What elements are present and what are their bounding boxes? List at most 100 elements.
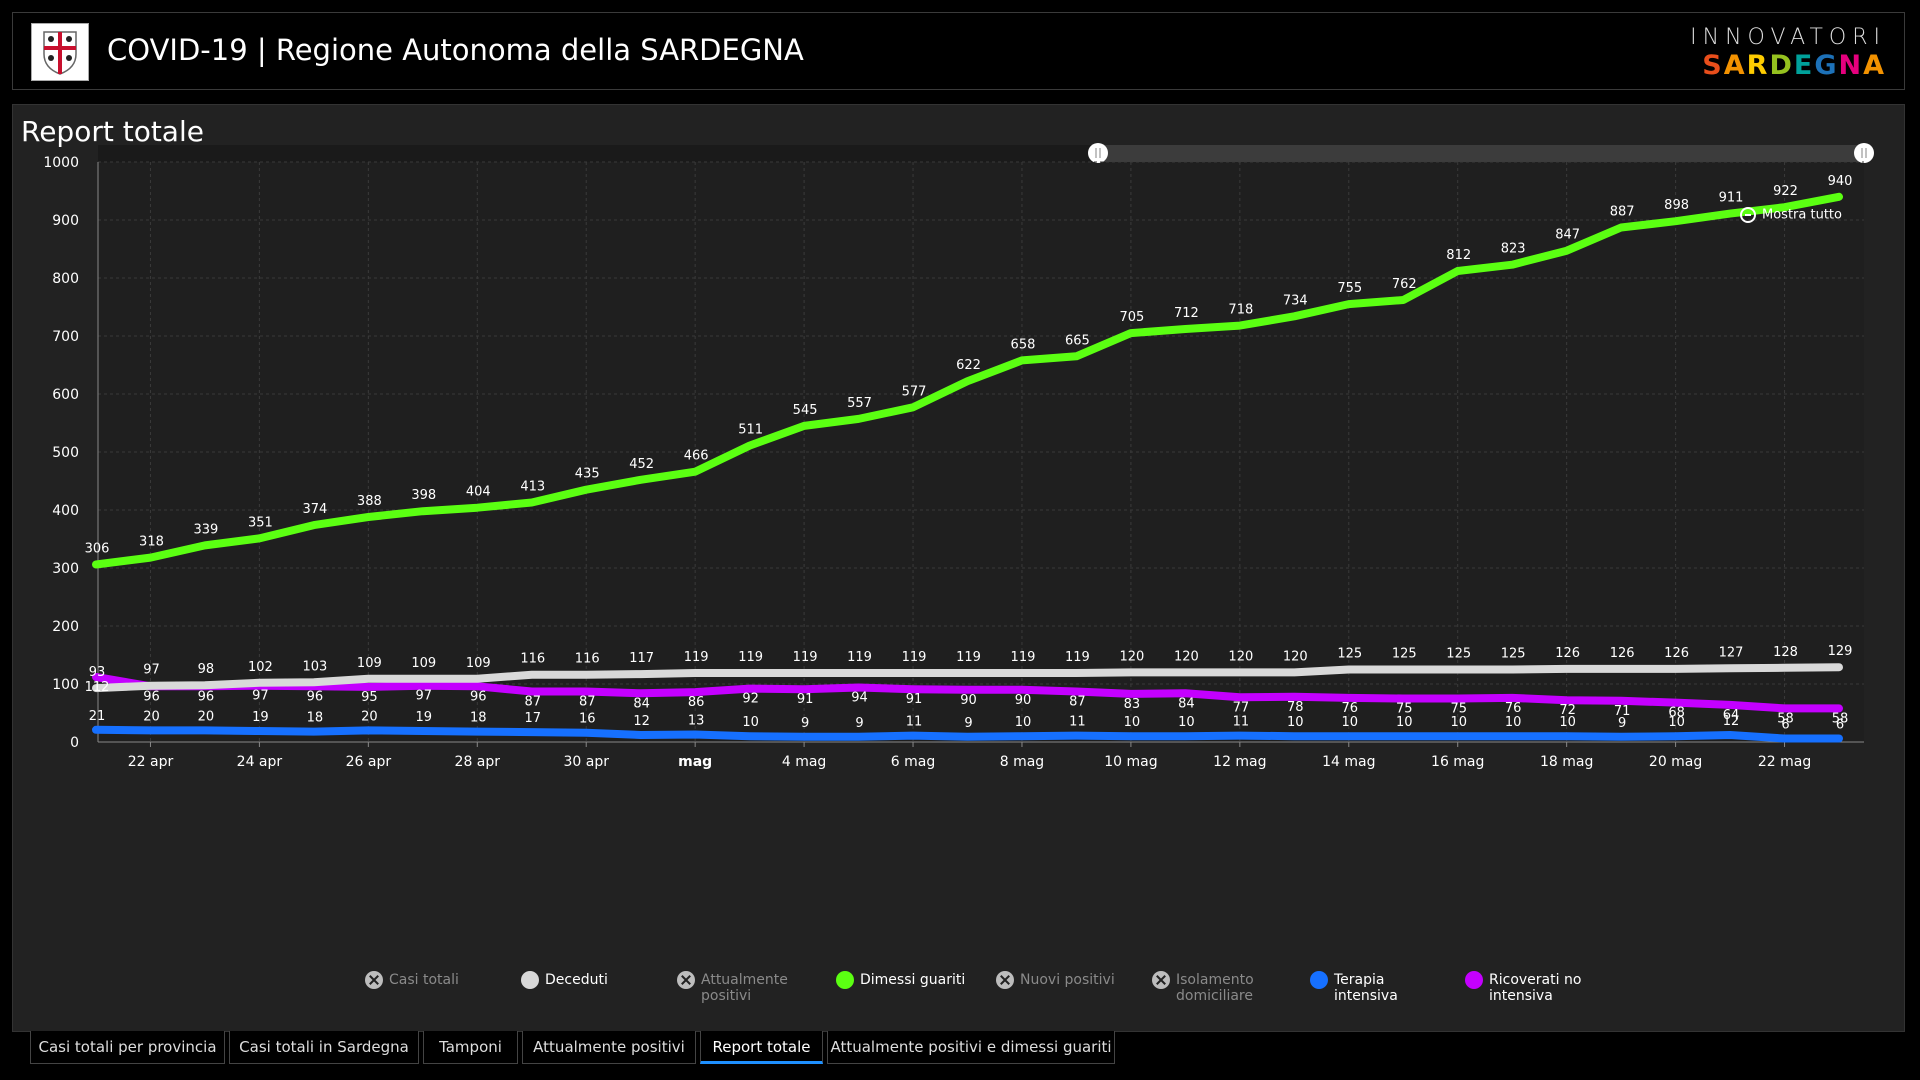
data-label: 12 <box>633 714 650 729</box>
tab-attualmente-positivi[interactable]: Attualmente positivi <box>522 1031 696 1064</box>
data-label: 116 <box>520 652 545 667</box>
y-tick-label: 1000 <box>43 155 79 171</box>
x-tick-label: 18 mag <box>1540 754 1593 770</box>
data-label: 823 <box>1501 242 1526 257</box>
data-label: 762 <box>1392 277 1417 292</box>
data-label: 64 <box>1723 708 1740 723</box>
tab-tamponi[interactable]: Tamponi <box>423 1031 518 1064</box>
data-label: 97 <box>252 689 269 704</box>
x-tick-label: 8 mag <box>1000 754 1044 770</box>
legend-item-dimessi-guariti[interactable]: Dimessi guariti <box>836 971 966 989</box>
y-tick-label: 900 <box>52 213 79 229</box>
data-label: 125 <box>1501 647 1526 662</box>
legend-label: Dimessi guariti <box>860 972 966 988</box>
data-label: 898 <box>1664 198 1689 213</box>
legend-item-casi-totali[interactable]: Casi totali <box>365 971 459 989</box>
data-label: 126 <box>1664 646 1689 661</box>
data-label: 119 <box>1011 650 1036 665</box>
y-tick-label: 600 <box>52 387 79 403</box>
y-tick-label: 400 <box>52 503 79 519</box>
data-label: 9 <box>964 716 972 731</box>
tab-casi-totali-in-sardegna[interactable]: Casi totali in Sardegna <box>229 1031 419 1064</box>
y-tick-label: 300 <box>52 561 79 577</box>
x-tick-label: 30 apr <box>563 754 609 770</box>
legend-color-dot <box>836 971 854 989</box>
data-label: 126 <box>1610 646 1635 661</box>
data-label: 112 <box>85 680 110 695</box>
data-label: 10 <box>1668 715 1685 730</box>
data-label: 119 <box>847 650 872 665</box>
data-label: 812 <box>1446 248 1471 263</box>
line-chart: 0 100 200 300 400 500 600 700 800 900 1000 22 apr 24… <box>43 143 1874 770</box>
sardinia-coat-of-arms-logo <box>31 23 89 81</box>
data-label: 97 <box>143 663 160 678</box>
data-label: 109 <box>357 656 382 671</box>
range-slider-handle[interactable] <box>1854 143 1874 163</box>
data-label: 20 <box>361 709 378 724</box>
data-label: 12 <box>1723 714 1740 729</box>
data-label: 20 <box>198 709 215 724</box>
data-label: 13 <box>688 713 705 728</box>
data-label: 718 <box>1228 303 1253 318</box>
data-label: 96 <box>198 689 215 704</box>
legend-item-isolamento-domiciliare[interactable]: Isolamento domiciliare <box>1152 971 1284 1004</box>
data-label: 658 <box>1011 337 1036 352</box>
data-label: 11 <box>1069 715 1086 730</box>
data-label: 911 <box>1719 191 1744 206</box>
range-slider-handle[interactable] <box>1088 143 1108 163</box>
data-label: 17 <box>524 711 541 726</box>
data-label: 545 <box>793 403 818 418</box>
data-label: 466 <box>684 449 709 464</box>
x-tick-label: 12 mag <box>1213 754 1266 770</box>
data-label: 119 <box>684 650 709 665</box>
zoom-out-icon <box>1740 207 1756 223</box>
data-label: 120 <box>1174 649 1199 664</box>
data-label: 755 <box>1337 281 1362 296</box>
data-label: 10 <box>1178 715 1195 730</box>
data-label: 10 <box>742 715 759 730</box>
data-label: 19 <box>416 710 433 725</box>
data-label: 11 <box>906 715 923 730</box>
legend-label: Isolamento domiciliare <box>1176 972 1254 1004</box>
data-label: 922 <box>1773 184 1798 199</box>
data-label: 10 <box>1559 715 1576 730</box>
x-tick-label: 20 mag <box>1649 754 1702 770</box>
data-label: 117 <box>629 651 654 666</box>
data-label: 557 <box>847 396 872 411</box>
data-label: 374 <box>302 502 327 517</box>
brand-top-text: INNOVATORI <box>1690 25 1886 50</box>
legend-hidden-x-icon <box>996 971 1014 989</box>
show-all-zoom-button[interactable]: Mostra tutto <box>1740 207 1842 223</box>
data-label: 91 <box>906 692 923 707</box>
innovatori-sardegna-logo: INNOVATORI SARDEGNA <box>1690 25 1886 81</box>
legend-item-ricoverati-no-intensiva[interactable]: Ricoverati no intensiva <box>1465 971 1597 1004</box>
data-label: 6 <box>1781 718 1789 733</box>
data-label: 92 <box>742 692 759 707</box>
legend-item-deceduti[interactable]: Deceduti <box>521 971 608 989</box>
data-label: 58 <box>1777 711 1794 726</box>
data-label: 622 <box>956 358 981 373</box>
legend-item-terapia-intensiva[interactable]: Terapia intensiva <box>1310 971 1442 1004</box>
x-tick-label: 14 mag <box>1322 754 1375 770</box>
x-tick-label: 6 mag <box>891 754 935 770</box>
tab-attualmente-positivi-e-dimessi-guariti[interactable]: Attualmente positivi e dimessi guariti <box>827 1031 1115 1064</box>
data-label: 452 <box>629 457 654 472</box>
data-label: 734 <box>1283 293 1308 308</box>
legend-item-nuovi-positivi[interactable]: Nuovi positivi <box>996 971 1115 989</box>
data-label: 78 <box>1287 700 1304 715</box>
y-tick-label: 100 <box>52 677 79 693</box>
data-label: 20 <box>143 709 160 724</box>
legend-color-dot <box>1310 971 1328 989</box>
data-label: 847 <box>1555 228 1580 243</box>
legend-label: Ricoverati no intensiva <box>1489 972 1582 1004</box>
show-all-label: Mostra tutto <box>1762 207 1842 223</box>
data-label: 120 <box>1119 649 1144 664</box>
data-label: 18 <box>307 711 324 726</box>
data-label: 128 <box>1773 645 1798 660</box>
tab-casi-totali-per-provincia[interactable]: Casi totali per provincia <box>30 1031 225 1064</box>
data-label: 19 <box>252 710 269 725</box>
tab-report-totale[interactable]: Report totale <box>700 1031 823 1064</box>
legend-item-attualmente-positivi[interactable]: Attualmente positivi <box>677 971 809 1004</box>
data-label: 126 <box>1555 646 1580 661</box>
data-label: 10 <box>1287 715 1304 730</box>
